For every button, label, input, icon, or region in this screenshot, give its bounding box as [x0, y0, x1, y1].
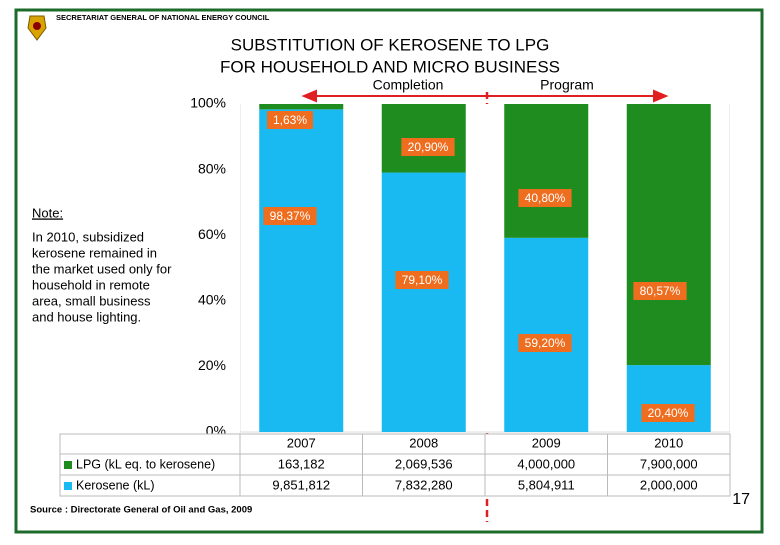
note-line: In 2010, subsidized: [32, 229, 144, 244]
x-tick-label: 2010: [654, 435, 683, 450]
page-number: 17: [732, 491, 750, 508]
value-label: 80,57%: [640, 284, 681, 298]
emblem: [27, 15, 47, 41]
value-label-box: [395, 271, 449, 289]
x-tick-label: 2008: [409, 435, 438, 450]
y-tick-label: 60%: [198, 226, 226, 242]
value-label-box: [641, 404, 695, 422]
y-tick-label: 20%: [198, 357, 226, 373]
table-cell: 163,182: [278, 456, 325, 471]
table-cell: 7,832,280: [395, 477, 453, 492]
y-tick-label: 80%: [198, 160, 226, 176]
value-label: 59,20%: [525, 336, 566, 350]
table-cell: 9,851,812: [272, 477, 330, 492]
annotation: Completion: [373, 77, 444, 93]
value-label-box: [263, 207, 317, 225]
y-tick-label: 100%: [190, 95, 226, 111]
table-cell: 2,069,536: [395, 456, 453, 471]
note-line: area, small business: [32, 293, 151, 308]
legend-swatch: [64, 482, 72, 490]
value-label-box: [267, 111, 313, 129]
value-label-box: [633, 282, 687, 300]
x-tick-label: 2007: [287, 435, 316, 450]
frame: [14, 8, 764, 534]
data-table: [59, 433, 731, 497]
legend-label: LPG (kL eq. to kerosene): [76, 457, 215, 471]
bar-segment: [626, 104, 711, 366]
title-line: SUBSTITUTION OF KEROSENE TO LPG: [231, 35, 550, 54]
note-line: the market used only for: [32, 261, 172, 276]
bar-segment: [259, 104, 344, 110]
value-label-box: [401, 138, 455, 156]
bar-segment: [381, 172, 466, 432]
table-cell: 4,000,000: [517, 456, 575, 471]
table-cell: 5,804,911: [518, 477, 575, 492]
bar-segment: [259, 109, 344, 432]
value-label: 98,37%: [270, 209, 311, 223]
note-title: Note:: [32, 205, 63, 220]
value-label: 1,63%: [273, 113, 307, 127]
value-label: 79,10%: [402, 273, 443, 287]
x-tick-label: 2009: [532, 435, 561, 450]
y-tick-label: 40%: [198, 292, 226, 308]
source: Source : Directorate General of Oil and …: [30, 505, 252, 516]
value-label: 20,40%: [648, 406, 689, 420]
title-line: FOR HOUSEHOLD AND MICRO BUSINESS: [220, 57, 560, 76]
organization: SECRETARIAT GENERAL OF NATIONAL ENERGY C…: [56, 13, 270, 22]
value-label-box: [518, 189, 572, 207]
note-line: and house lighting.: [32, 309, 141, 324]
table-cell: 2,000,000: [640, 477, 698, 492]
value-label-box: [518, 334, 572, 352]
arrow: [301, 89, 669, 103]
note-line: kerosene remained in: [32, 245, 157, 260]
legend-swatch: [64, 461, 72, 469]
legend-label: Kerosene (kL): [76, 478, 155, 492]
annotation: Program: [540, 77, 594, 93]
plot: [240, 104, 730, 433]
value-label: 20,90%: [408, 140, 449, 154]
bar-segment: [504, 104, 589, 238]
table-cell: 7,900,000: [640, 456, 698, 471]
value-label: 40,80%: [525, 191, 566, 205]
note-line: household in remote: [32, 277, 150, 292]
